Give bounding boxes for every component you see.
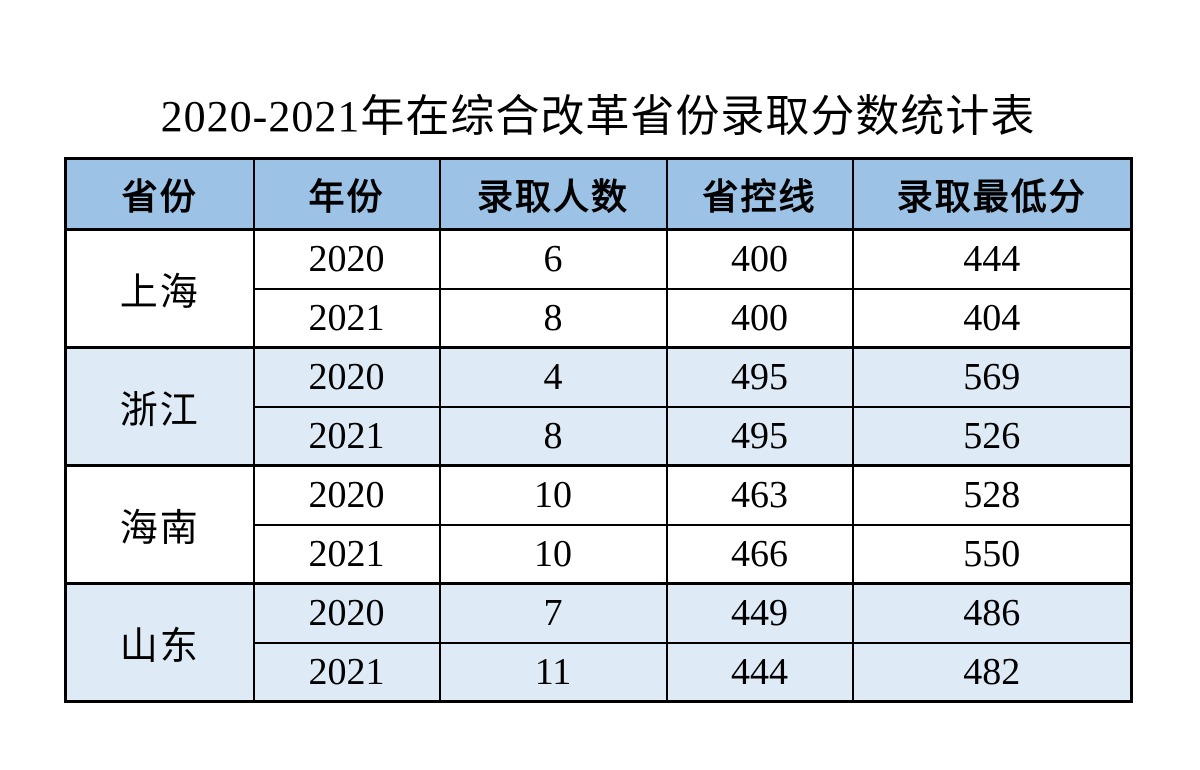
- cell-year: 2020: [252, 228, 441, 290]
- table-row: 海南 2020 10 463 528: [64, 464, 1133, 585]
- cell-control-line: 463: [665, 464, 854, 526]
- table-row: 上海 2020 6 400 444: [64, 228, 1133, 349]
- cell-admitted: 8: [438, 405, 668, 467]
- cell-min-score: 482: [851, 641, 1133, 703]
- cell-min-score: 444: [851, 228, 1133, 290]
- cell-admitted: 7: [438, 582, 668, 644]
- cell-control-line: 400: [665, 287, 854, 349]
- table-row: 2021 10 466 550: [66, 523, 1133, 585]
- cell-min-score: 550: [851, 523, 1133, 585]
- cell-year: 2021: [252, 523, 441, 585]
- header-cell-min-score: 录取最低分: [851, 157, 1133, 231]
- cell-min-score: 526: [851, 405, 1133, 467]
- cell-province: 浙江: [64, 346, 255, 467]
- cell-admitted: 6: [438, 228, 668, 290]
- cell-control-line: 495: [665, 346, 854, 408]
- cell-control-line: 495: [665, 405, 854, 467]
- table-row: 2021 8 400 404: [66, 287, 1133, 349]
- header-cell-admitted: 录取人数: [438, 157, 668, 231]
- cell-admitted: 11: [438, 641, 668, 703]
- cell-control-line: 449: [665, 582, 854, 644]
- table-row: 浙江 2020 4 495 569: [64, 346, 1133, 467]
- cell-year: 2021: [252, 287, 441, 349]
- cell-year: 2020: [252, 464, 441, 526]
- cell-control-line: 466: [665, 523, 854, 585]
- page-title: 2020-2021年在综合改革省份录取分数统计表: [160, 92, 1036, 141]
- cell-year: 2021: [252, 641, 441, 703]
- cell-min-score: 528: [851, 464, 1133, 526]
- table-header-row: 省份 年份 录取人数 省控线 录取最低分: [64, 157, 1133, 231]
- cell-province: 上海: [64, 228, 255, 349]
- cell-year: 2021: [252, 405, 441, 467]
- cell-province: 山东: [64, 582, 255, 703]
- cell-province: 海南: [64, 464, 255, 585]
- cell-admitted: 10: [438, 464, 668, 526]
- cell-year: 2020: [252, 346, 441, 408]
- header-cell-year: 年份: [252, 157, 441, 231]
- cell-admitted: 10: [438, 523, 668, 585]
- cell-min-score: 569: [851, 346, 1133, 408]
- cell-admitted: 4: [438, 346, 668, 408]
- table-row: 2021 8 495 526: [66, 405, 1133, 467]
- table-row: 山东 2020 7 449 486: [64, 582, 1133, 703]
- admission-stats-table: 省份 年份 录取人数 省控线 录取最低分 上海 2020 6 400 444 2…: [64, 157, 1133, 703]
- header-cell-province: 省份: [64, 157, 255, 231]
- header-cell-control-line: 省控线: [665, 157, 854, 231]
- cell-control-line: 444: [665, 641, 854, 703]
- table-row: 2021 11 444 482: [66, 641, 1133, 703]
- cell-min-score: 486: [851, 582, 1133, 644]
- cell-admitted: 8: [438, 287, 668, 349]
- cell-year: 2020: [252, 582, 441, 644]
- cell-min-score: 404: [851, 287, 1133, 349]
- cell-control-line: 400: [665, 228, 854, 290]
